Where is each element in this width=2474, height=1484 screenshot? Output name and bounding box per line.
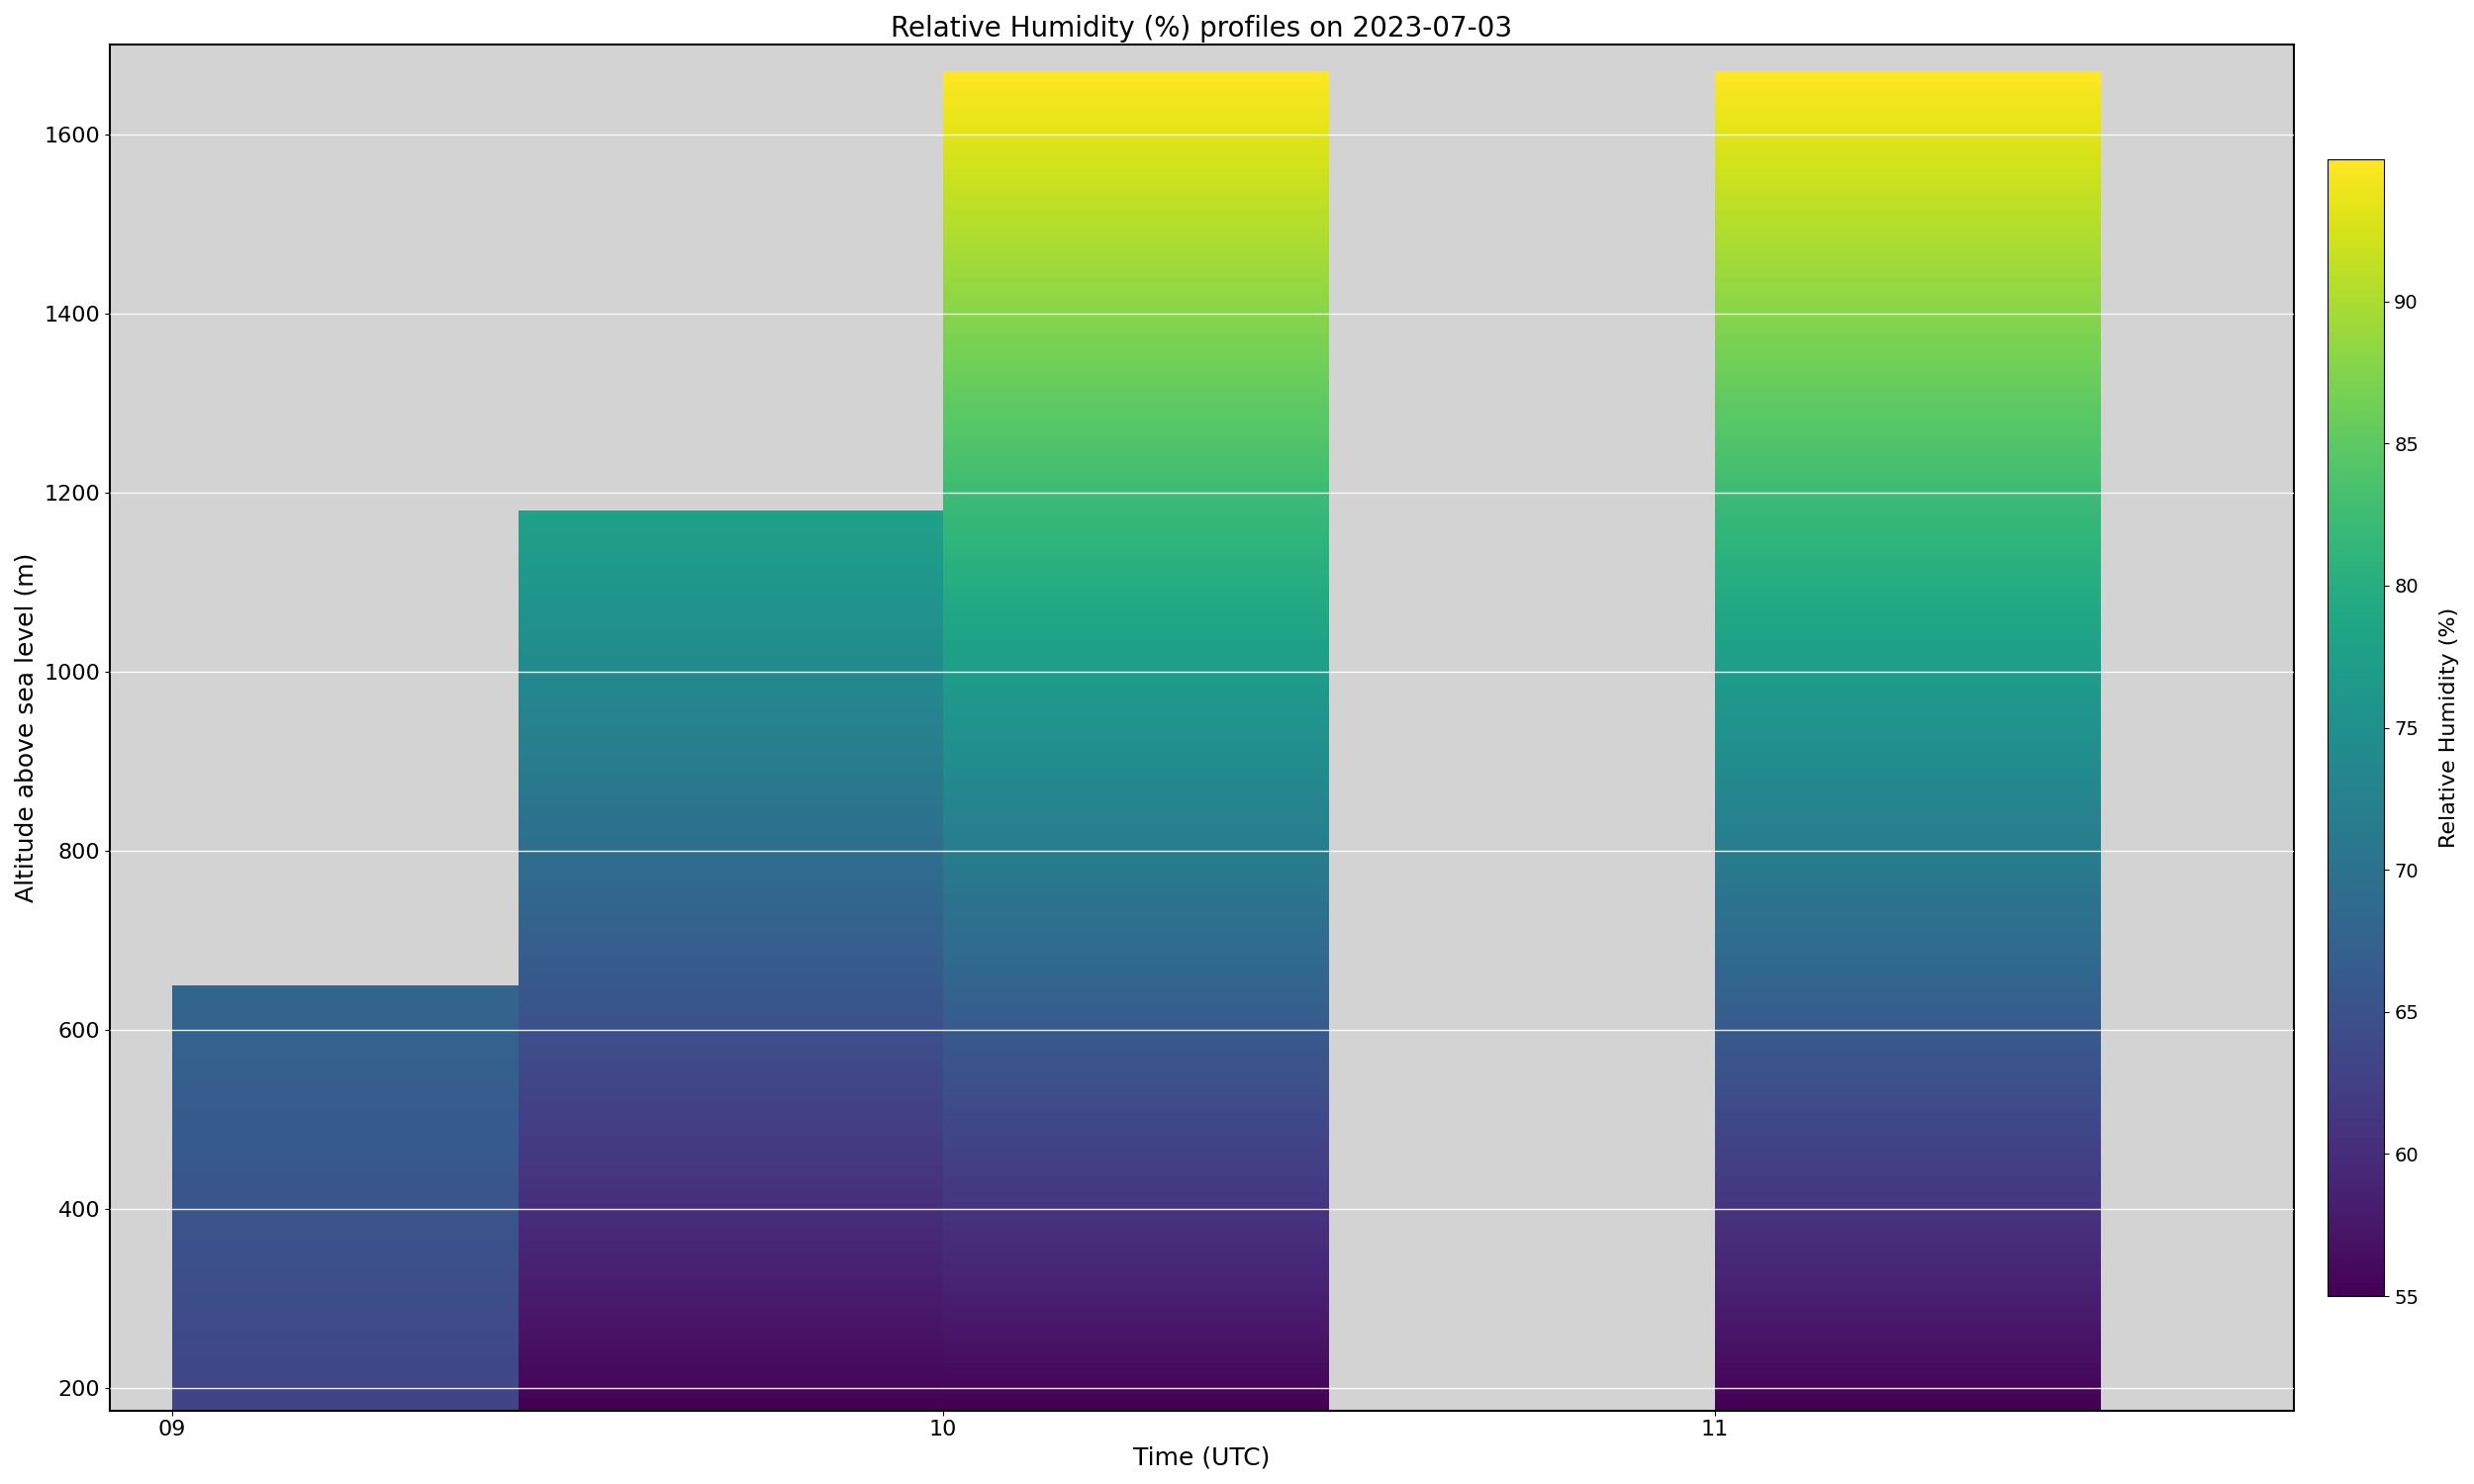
Title: Relative Humidity (%) profiles on 2023-07-03: Relative Humidity (%) profiles on 2023-0… bbox=[891, 15, 1512, 43]
X-axis label: Time (UTC): Time (UTC) bbox=[1133, 1445, 1269, 1469]
Y-axis label: Relative Humidity (%): Relative Humidity (%) bbox=[2439, 607, 2459, 847]
Y-axis label: Altitude above sea level (m): Altitude above sea level (m) bbox=[15, 554, 40, 902]
